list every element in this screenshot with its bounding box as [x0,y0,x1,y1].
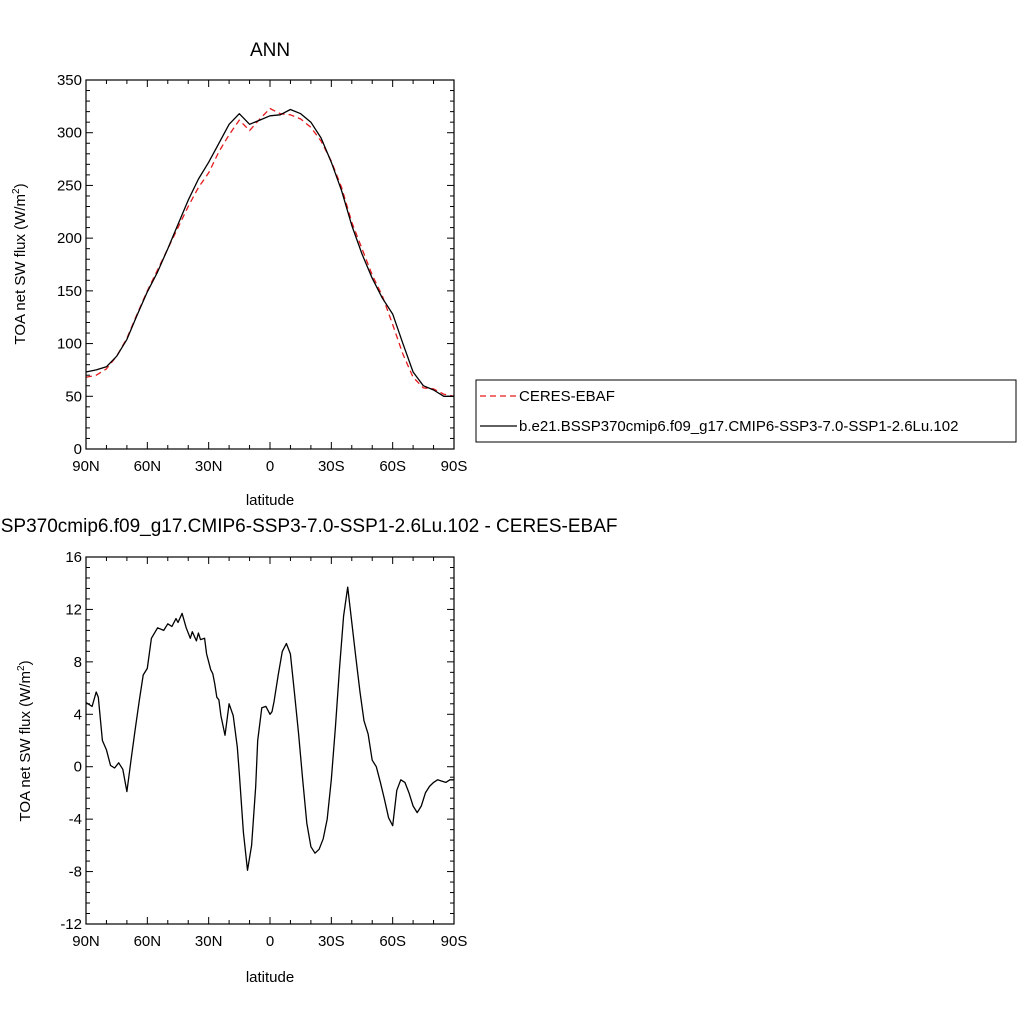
x-tick-label: 90N [72,458,100,475]
chart-bottom-ylabel-sup: 2 [16,665,27,671]
x-tick-label: 90S [441,458,468,475]
legend-label-model: b.e21.BSSP370cmip6.f09_g17.CMIP6-SSP3-7.… [519,418,958,435]
y-tick-label: 12 [65,601,82,618]
y-tick-label: -12 [60,916,82,933]
y-tick-label: 0 [74,759,82,776]
y-tick-label: -8 [69,864,82,881]
y-tick-label: 4 [74,706,82,723]
y-tick-label: 0 [74,441,82,458]
y-tick-label: 250 [57,177,82,194]
chart-top-legend: CERES-EBAF b.e21.BSSP370cmip6.f09_g17.CM… [475,379,1017,443]
chart-bottom-ylabel: TOA net SW flux (W/m2) [16,660,34,821]
x-tick-label: 0 [266,933,274,950]
x-tick-label: 60N [134,933,162,950]
y-tick-label: 16 [65,549,82,566]
chart-top-ylabel-close: ) [12,183,29,188]
chart-bottom: b.e21.BSSP370cmip6.f09_g17.CMIP6-SSP3-7.… [0,516,617,986]
y-tick-label: 8 [74,654,82,671]
chart-top-ylabel-main: TOA net SW flux (W/m [12,194,29,345]
x-tick-label: 60N [134,458,162,475]
x-tick-label: 30N [195,933,223,950]
x-tick-label: 30S [318,933,345,950]
chart-top-title: ANN [250,40,290,61]
chart-bottom-frame [85,556,455,925]
series-line-1 [85,108,454,397]
chart-top-ticks: 90N 60N 30N 0 30S 60S 90S 0 50 100 150 200 250 300 350 [57,72,467,475]
y-tick-label: 350 [57,72,82,89]
chart-bottom-series [85,586,454,871]
chart-bottom-ticks: 90N 60N 30N 0 30S 60S 90S -12 -8 -4 0 4 8 12 16 [60,549,467,950]
chart-bottom-ylabel-main: TOA net SW flux (W/m [17,671,34,822]
y-tick-label: 200 [57,230,82,247]
chart-top-ylabel: TOA net SW flux (W/m2) [11,183,29,344]
chart-bottom-ylabel-close: ) [17,660,34,665]
series-line-0 [85,586,454,871]
x-tick-label: 90S [441,933,468,950]
x-tick-label: 30N [195,458,223,475]
chart-top-frame [85,79,455,450]
x-tick-label: 90N [72,933,100,950]
chart-top-series [85,107,455,397]
legend-box [475,379,1017,443]
chart-top: ANN 90N 60N 30N 0 30S 60S 90S 0 50 100 150 200 250 30… [11,40,1017,509]
legend-label-ceres: CERES-EBAF [519,388,615,405]
y-tick-label: -4 [69,811,82,828]
chart-top-ylabel-sup: 2 [11,188,22,194]
chart-top-xlabel: latitude [246,492,294,509]
chart-bottom-title: b.e21.BSSP370cmip6.f09_g17.CMIP6-SSP3-7.… [0,516,617,537]
y-tick-label: 300 [57,125,82,142]
y-tick-label: 150 [57,283,82,300]
x-tick-label: 0 [266,458,274,475]
series-line-0 [85,107,455,397]
x-tick-label: 60S [379,933,406,950]
y-tick-label: 100 [57,336,82,353]
y-tick-label: 50 [65,388,82,405]
x-tick-label: 60S [379,458,406,475]
x-tick-label: 30S [318,458,345,475]
chart-bottom-xlabel: latitude [246,969,294,986]
